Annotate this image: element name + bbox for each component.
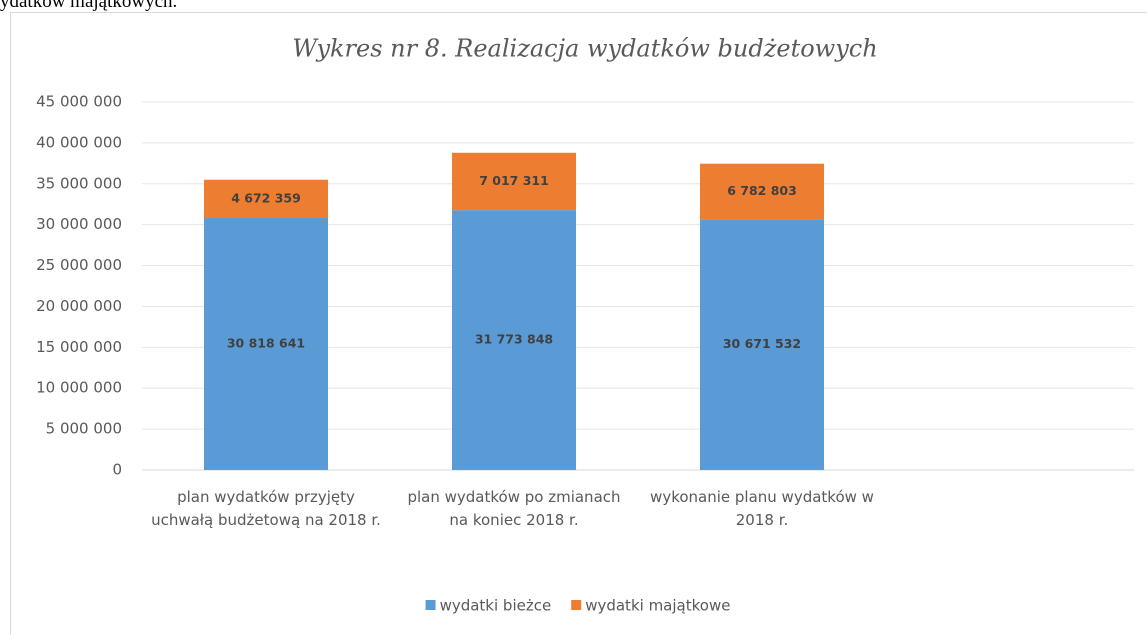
legend-label: wydatki majątkowe xyxy=(585,597,730,615)
chart-frame xyxy=(10,12,1147,635)
y-tick-label: 20 000 000 xyxy=(36,297,122,315)
y-tick-label: 40 000 000 xyxy=(36,133,122,151)
legend-swatch xyxy=(571,600,582,610)
data-label: 6 782 803 xyxy=(727,183,797,198)
bar-segment xyxy=(204,217,328,470)
y-tick-label: 35 000 000 xyxy=(36,174,122,192)
header-text: ydatków majątkowych. xyxy=(0,0,178,12)
data-label: 31 773 848 xyxy=(475,332,553,347)
chart-title: Wykres nr 8. Realizacja wydatków budżeto… xyxy=(292,35,877,63)
data-label: 30 671 532 xyxy=(723,336,801,351)
y-tick-label: 10 000 000 xyxy=(36,379,122,397)
legend-item: wydatki majątkowe xyxy=(571,597,730,615)
y-tick-label: 45 000 000 xyxy=(36,93,122,111)
data-label: 30 818 641 xyxy=(227,335,305,350)
bar-segment xyxy=(700,163,824,220)
bar-segment xyxy=(452,152,576,211)
y-tick-label: 30 000 000 xyxy=(36,215,122,233)
x-tick-label: plan wydatków po zmianach na koniec 2018… xyxy=(407,488,621,529)
y-tick-label: 25 000 000 xyxy=(36,256,122,274)
y-tick-label: 5 000 000 xyxy=(46,420,122,438)
y-tick-label: 0 xyxy=(112,461,122,479)
legend-item: wydatki bieżce xyxy=(425,597,552,615)
bar-segment xyxy=(700,219,824,470)
x-tick-label: plan wydatków przyjęty uchwałą budżetową… xyxy=(151,488,381,529)
legend-swatch xyxy=(425,600,436,610)
legend-label: wydatki bieżce xyxy=(440,597,552,615)
x-tick-label: wykonanie planu wydatków w 2018 r. xyxy=(650,488,874,529)
bar-segment xyxy=(452,210,576,471)
bar-segment xyxy=(204,179,328,218)
data-label: 7 017 311 xyxy=(479,173,549,188)
data-label: 4 672 359 xyxy=(231,190,301,205)
y-tick-label: 15 000 000 xyxy=(36,338,122,356)
